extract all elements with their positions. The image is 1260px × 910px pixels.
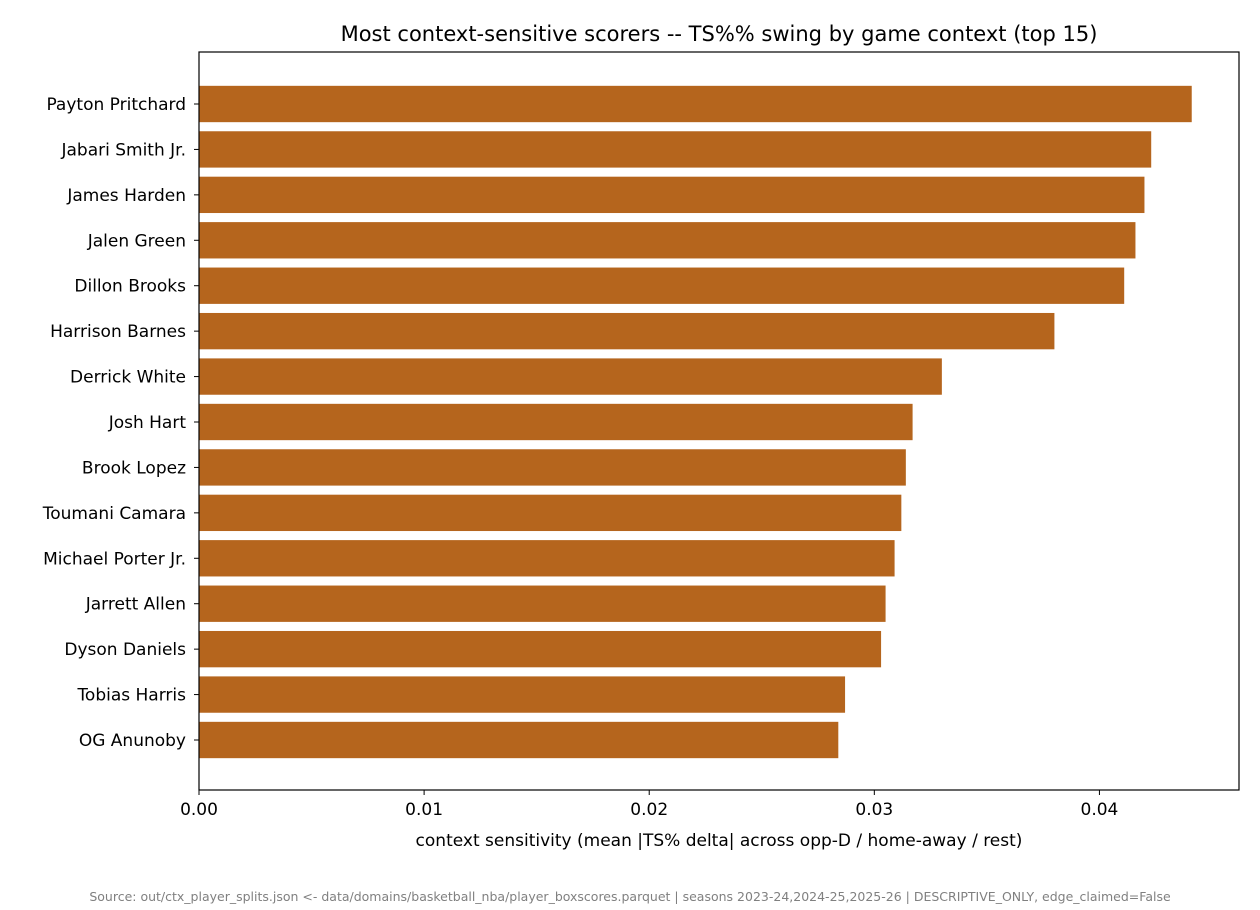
y-tick-label: James Harden (66, 186, 186, 206)
y-tick-label: Dillon Brooks (74, 277, 186, 297)
y-axis-ticks: Payton Pritchard Jabari Smith Jr. James Ha… (42, 95, 199, 751)
bar (199, 267, 1125, 304)
bar-group (199, 85, 1192, 759)
x-tick-label: 0.04 (1081, 800, 1119, 820)
y-tick-label: Tobias Harris (76, 686, 186, 706)
bar (199, 494, 902, 532)
bar (199, 676, 846, 713)
y-tick-label: Jalen Green (87, 231, 186, 251)
y-tick-label: Jabari Smith Jr. (60, 140, 186, 160)
x-tick-label: 0.03 (855, 800, 893, 820)
y-tick-label: Jarrett Allen (85, 595, 186, 615)
bar (199, 358, 942, 395)
bar (199, 449, 906, 486)
y-tick-label: Payton Pritchard (46, 95, 186, 115)
x-tick-label: 0.01 (405, 800, 443, 820)
bar (199, 131, 1152, 168)
x-axis-label: context sensitivity (mean |TS% delta| ac… (416, 831, 1023, 851)
y-tick-label: Toumani Camara (42, 504, 186, 524)
bar (199, 630, 882, 668)
bar (199, 312, 1055, 350)
y-tick-label: OG Anunoby (79, 731, 186, 751)
x-axis-ticks: 0.00 0.01 0.02 0.03 0.04 (180, 790, 1118, 820)
y-tick-label: Brook Lopez (82, 458, 186, 478)
x-tick-label: 0.02 (630, 800, 668, 820)
bar (199, 85, 1192, 123)
bar (199, 176, 1145, 214)
plot-frame (198, 51, 1240, 791)
bar (199, 403, 913, 441)
chart-title: Most context-sensitive scorers -- TS%% s… (341, 22, 1098, 46)
x-tick-label: 0.00 (180, 800, 218, 820)
bar (199, 222, 1136, 259)
source-footer: Source: out/ctx_player_splits.json <- da… (89, 889, 1171, 904)
bar (199, 540, 895, 577)
y-tick-label: Dyson Daniels (64, 640, 186, 660)
y-tick-label: Josh Hart (108, 413, 187, 433)
y-tick-label: Michael Porter Jr. (43, 549, 186, 569)
y-tick-label: Derrick White (70, 368, 186, 388)
y-tick-label: Harrison Barnes (50, 322, 186, 342)
bar (199, 585, 886, 622)
bar (199, 721, 839, 759)
